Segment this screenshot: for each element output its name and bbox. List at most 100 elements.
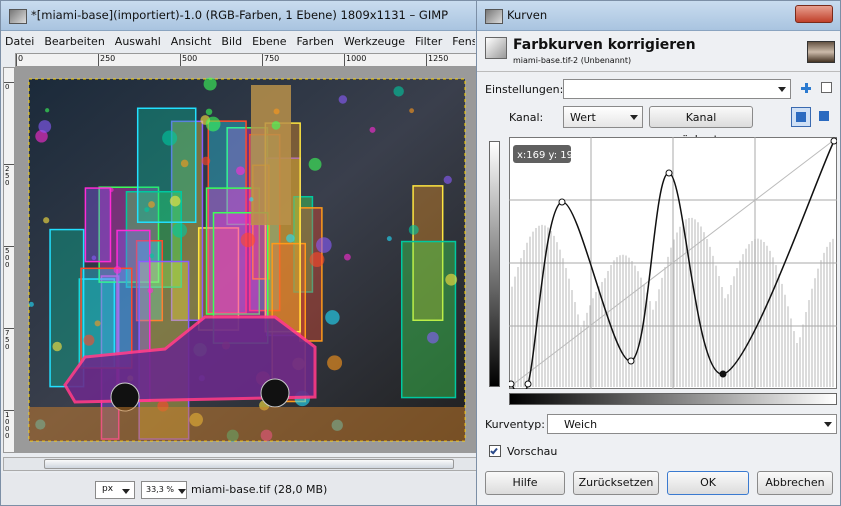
image-canvas (15, 67, 477, 453)
separator (477, 71, 840, 72)
curve-type-combo[interactable]: Weich (547, 414, 837, 434)
control-point[interactable] (666, 170, 672, 176)
ruler-label: 0 (5, 84, 12, 91)
dialog-button[interactable]: Hilfe (485, 471, 565, 495)
speck (43, 217, 49, 223)
tower (251, 85, 291, 225)
control-point[interactable] (509, 381, 514, 387)
ruler-label: 1250 (428, 54, 448, 63)
menu-item[interactable]: Farben (297, 35, 334, 48)
speck (144, 207, 149, 212)
ruler-tick (426, 54, 427, 66)
speck (95, 320, 101, 326)
preview-label: Vorschau (507, 445, 557, 458)
control-point[interactable] (525, 381, 531, 387)
channel-value: Wert (570, 111, 596, 124)
speck (409, 225, 419, 235)
preview-checkbox[interactable] (489, 445, 501, 457)
speck (114, 266, 122, 274)
add-preset[interactable] (799, 81, 813, 95)
speck (445, 274, 457, 286)
curve-graph: x:169 y: 19 (509, 137, 837, 389)
speck (181, 160, 189, 168)
dialog-button[interactable]: Abbrechen (757, 471, 833, 495)
window-title: *[miami-base](importiert)-1.0 (RGB-Farbe… (31, 8, 448, 22)
speck (249, 197, 253, 201)
menu-item[interactable]: Datei (5, 35, 34, 48)
close-button[interactable] (795, 5, 833, 23)
speck (344, 254, 351, 261)
speck (309, 158, 322, 171)
speck (206, 117, 221, 132)
speck (38, 120, 51, 133)
speck (327, 355, 342, 370)
menu-item[interactable]: Ansicht (171, 35, 212, 48)
menu-bar: Datei Bearbeiten Auswahl Ansicht Bild Ebene Fa… (5, 35, 475, 51)
speck (393, 86, 403, 96)
menu-item[interactable]: Bild (221, 35, 242, 48)
ruler-label: 1000 (346, 54, 366, 63)
image-window: *[miami-base](importiert)-1.0 (RGB-Farbe… (0, 0, 478, 506)
zoom-combo[interactable]: 33,3 % (141, 481, 187, 499)
speck (316, 237, 332, 253)
speck (387, 236, 392, 241)
speck (444, 176, 452, 184)
menu-item[interactable]: Fenster (452, 35, 475, 48)
file-info: miami-base.tif (28,0 MB) (191, 483, 327, 496)
scroll-thumb[interactable] (44, 459, 454, 469)
thumbnail (807, 41, 835, 63)
speck (52, 342, 61, 351)
input-gradient (489, 141, 500, 387)
menu-item[interactable]: Werkzeuge (344, 35, 405, 48)
speck (272, 121, 281, 130)
dialog-button[interactable]: OK (667, 471, 749, 495)
unit: px (102, 484, 113, 494)
control-point[interactable] (831, 138, 837, 144)
ruler-label: 500 (182, 54, 197, 63)
app-icon (485, 9, 503, 24)
speck (83, 335, 94, 346)
channel-label: Kanal: (509, 111, 543, 124)
menu-item[interactable]: Bearbeiten (44, 35, 104, 48)
button-row: Hilfe Zurücksetzen OK Abbrechen (477, 471, 840, 497)
speck (310, 252, 325, 267)
speck (427, 332, 439, 344)
speck (236, 166, 245, 175)
unit-combo[interactable]: px (95, 481, 135, 499)
app-icon (9, 9, 27, 24)
zoom: 33,3 % (146, 485, 174, 494)
building (402, 242, 456, 398)
speck (286, 234, 295, 243)
settings-combo[interactable] (563, 79, 791, 99)
dialog-title: Kurven (507, 8, 547, 22)
speck (325, 310, 339, 324)
ruler-label: 250 (5, 166, 12, 187)
speck (370, 127, 376, 133)
ruler-tick (344, 54, 345, 66)
speck (148, 201, 155, 208)
street (29, 407, 465, 441)
menu-item[interactable]: Filter (415, 35, 442, 48)
control-point[interactable] (720, 371, 726, 377)
building (85, 188, 110, 262)
reset-channel-button[interactable]: Kanal zurücksetzen (649, 106, 753, 128)
linear-histogram-toggle[interactable] (791, 107, 811, 127)
dialog-button[interactable]: Zurücksetzen (573, 471, 659, 495)
heading: Farbkurven korrigieren (513, 37, 696, 53)
control-point[interactable] (628, 358, 634, 364)
channel-combo[interactable]: Wert (563, 106, 643, 128)
settings-label: Einstellungen: (485, 83, 563, 96)
ruler-label: 1000 (5, 412, 12, 440)
combo-arrow (630, 115, 638, 120)
control-point[interactable] (559, 199, 565, 205)
status-bar: px 33,3 % miami-base.tif (28,0 MB) (1, 473, 477, 505)
ruler-label: 750 (5, 330, 12, 351)
preset-menu[interactable] (821, 82, 832, 93)
ruler-label: 250 (100, 54, 115, 63)
combo-arrow (178, 489, 186, 494)
ruler-tick (180, 54, 181, 66)
log-histogram-toggle[interactable] (815, 107, 835, 127)
menu-item[interactable]: Auswahl (115, 35, 161, 48)
speck (204, 77, 217, 90)
menu-item[interactable]: Ebene (252, 35, 286, 48)
